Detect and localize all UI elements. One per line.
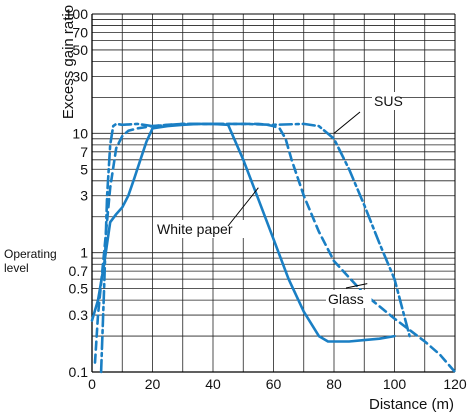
y-axis-label-bg bbox=[60, 2, 77, 122]
x-tick-label: 0 bbox=[88, 376, 96, 392]
x-tick-label: 100 bbox=[383, 376, 407, 392]
annotation-bg bbox=[326, 290, 372, 308]
x-tick-label: 20 bbox=[145, 376, 161, 392]
annotation-leader bbox=[345, 283, 368, 289]
x-tick-label: 60 bbox=[266, 376, 282, 392]
annotation-bg bbox=[155, 220, 251, 238]
series-lines bbox=[90, 122, 457, 374]
annotation-leader bbox=[227, 187, 259, 227]
y-tick-label: 0.7 bbox=[69, 263, 89, 279]
annotation-glass: Glass bbox=[328, 291, 364, 307]
y-tick-label: 10 bbox=[72, 125, 88, 141]
x-axis-label: Distance (m) bbox=[369, 396, 454, 413]
y-tick-label: 70 bbox=[72, 24, 88, 40]
y-tick-label: 1 bbox=[80, 245, 88, 261]
annotation-sus: SUS bbox=[374, 93, 403, 109]
y-tick-label: 100 bbox=[65, 6, 89, 22]
axes: Excess gain ratio Distance (m) Operating… bbox=[4, 2, 467, 413]
annotations: White paper Glass SUS bbox=[155, 92, 403, 308]
annotation-leader bbox=[333, 111, 361, 134]
operating-level-label-line2: level bbox=[4, 261, 29, 275]
y-axis-label: Excess gain ratio bbox=[60, 5, 77, 119]
y-tick-label: 30 bbox=[72, 68, 88, 84]
operating-level-label: Operating bbox=[4, 247, 57, 261]
annotation-bg bbox=[372, 92, 401, 110]
series-glass bbox=[93, 122, 457, 374]
x-tick-label: 40 bbox=[205, 376, 221, 392]
y-tick-label: 50 bbox=[72, 42, 88, 58]
series-sus bbox=[99, 122, 411, 374]
y-tick-label: 5 bbox=[80, 161, 88, 177]
y-tick-label: 0.3 bbox=[69, 307, 89, 323]
y-tick-label: 0.5 bbox=[69, 281, 89, 297]
y-tick-label: 7 bbox=[80, 144, 88, 160]
y-tick-label: 0.1 bbox=[69, 364, 89, 380]
grid bbox=[91, 13, 456, 373]
annotation-white-paper: White paper bbox=[157, 221, 233, 237]
x-tick-label: 80 bbox=[326, 376, 342, 392]
y-tick-label: 3 bbox=[80, 188, 88, 204]
x-tick-label: 120 bbox=[443, 376, 467, 392]
